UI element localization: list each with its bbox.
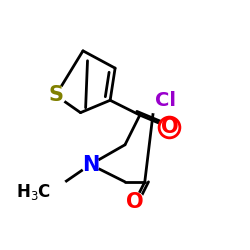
Text: H$_3$C: H$_3$C	[16, 182, 51, 202]
Text: N: N	[82, 154, 99, 174]
Text: S: S	[48, 85, 63, 105]
Circle shape	[38, 177, 68, 206]
Circle shape	[126, 192, 144, 211]
Circle shape	[82, 156, 99, 173]
Circle shape	[46, 86, 66, 105]
Circle shape	[142, 88, 167, 113]
Circle shape	[159, 117, 180, 138]
Text: Cl: Cl	[155, 91, 176, 110]
Text: O: O	[161, 118, 178, 138]
Text: O: O	[126, 192, 144, 212]
